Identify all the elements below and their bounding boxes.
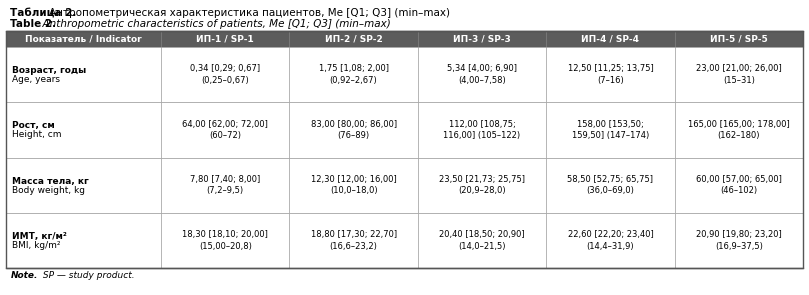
Text: 58,50 [52,75; 65,75]
(36,0–69,0): 58,50 [52,75; 65,75] (36,0–69,0) [567, 175, 654, 195]
Text: Body weight, kg: Body weight, kg [12, 186, 85, 195]
Text: 112,00 [108,75;
116,00] (105–122): 112,00 [108,75; 116,00] (105–122) [443, 120, 520, 140]
Text: 5,34 [4,00; 6,90]
(4,00–7,58): 5,34 [4,00; 6,90] (4,00–7,58) [447, 64, 517, 85]
Text: ИП-1 / SP-1: ИП-1 / SP-1 [197, 35, 254, 43]
Text: Height, cm: Height, cm [12, 130, 61, 139]
Bar [6, 102, 803, 158]
Text: ИП-4 / SP-4: ИП-4 / SP-4 [582, 35, 639, 43]
Text: Антропометрическая характеристика пациентов, Me [Q1; Q3] (min–max): Антропометрическая характеристика пациен… [10, 8, 450, 18]
Text: Anthropometric characteristics of patients, Me [Q1; Q3] (min–max): Anthropometric characteristics of patien… [10, 19, 391, 29]
Text: 23,50 [21,73; 25,75]
(20,9–28,0): 23,50 [21,73; 25,75] (20,9–28,0) [439, 175, 525, 195]
Text: 7,80 [7,40; 8,00]
(7,2–9,5): 7,80 [7,40; 8,00] (7,2–9,5) [190, 175, 260, 195]
Text: 60,00 [57,00; 65,00]
(46–102): 60,00 [57,00; 65,00] (46–102) [696, 175, 781, 195]
Text: ИМТ, кг/м²: ИМТ, кг/м² [12, 232, 67, 241]
Text: Возраст, годы: Возраст, годы [12, 66, 87, 75]
Bar [6, 158, 803, 213]
Text: 12,30 [12,00; 16,00]
(10,0–18,0): 12,30 [12,00; 16,00] (10,0–18,0) [311, 175, 396, 195]
Text: Рост, см: Рост, см [12, 121, 55, 130]
Text: 0,34 [0,29; 0,67]
(0,25–0,67): 0,34 [0,29; 0,67] (0,25–0,67) [190, 64, 260, 85]
Text: ИП-2 / SP-2: ИП-2 / SP-2 [324, 35, 383, 43]
Text: Age, years: Age, years [12, 75, 60, 84]
Text: Масса тела, кг: Масса тела, кг [12, 177, 89, 186]
Bar [6, 31, 803, 47]
Text: Table 2.: Table 2. [10, 19, 56, 29]
Text: 12,50 [11,25; 13,75]
(7–16): 12,50 [11,25; 13,75] (7–16) [568, 64, 654, 85]
Text: 20,40 [18,50; 20,90]
(14,0–21,5): 20,40 [18,50; 20,90] (14,0–21,5) [439, 230, 525, 250]
Text: SP — study product.: SP — study product. [40, 271, 134, 280]
Text: ИП-3 / SP-3: ИП-3 / SP-3 [453, 35, 510, 43]
Bar [6, 213, 803, 268]
Text: Показатель / Indicator: Показатель / Indicator [25, 35, 142, 43]
Text: 22,60 [22,20; 23,40]
(14,4–31,9): 22,60 [22,20; 23,40] (14,4–31,9) [568, 230, 654, 250]
Text: 83,00 [80,00; 86,00]
(76–89): 83,00 [80,00; 86,00] (76–89) [311, 120, 396, 140]
Text: ИП-5 / SP-5: ИП-5 / SP-5 [710, 35, 768, 43]
Text: 165,00 [165,00; 178,00]
(162–180): 165,00 [165,00; 178,00] (162–180) [688, 120, 790, 140]
Text: 18,30 [18,10; 20,00]
(15,00–20,8): 18,30 [18,10; 20,00] (15,00–20,8) [182, 230, 268, 250]
Text: 158,00 [153,50;
159,50] (147–174): 158,00 [153,50; 159,50] (147–174) [572, 120, 649, 140]
Text: 20,90 [19,80; 23,20]
(16,9–37,5): 20,90 [19,80; 23,20] (16,9–37,5) [696, 230, 781, 250]
Text: 1,75 [1,08; 2,00]
(0,92–2,67): 1,75 [1,08; 2,00] (0,92–2,67) [319, 64, 388, 85]
Bar [6, 47, 803, 102]
Text: 23,00 [21,00; 26,00]
(15–31): 23,00 [21,00; 26,00] (15–31) [696, 64, 781, 85]
Text: 18,80 [17,30; 22,70]
(16,6–23,2): 18,80 [17,30; 22,70] (16,6–23,2) [311, 230, 396, 250]
Text: Note.: Note. [11, 271, 38, 280]
Bar [6, 31, 803, 268]
Text: Таблица 2.: Таблица 2. [10, 8, 76, 18]
Text: 64,00 [62,00; 72,00]
(60–72): 64,00 [62,00; 72,00] (60–72) [182, 120, 268, 140]
Text: BMI, kg/m²: BMI, kg/m² [12, 241, 61, 250]
